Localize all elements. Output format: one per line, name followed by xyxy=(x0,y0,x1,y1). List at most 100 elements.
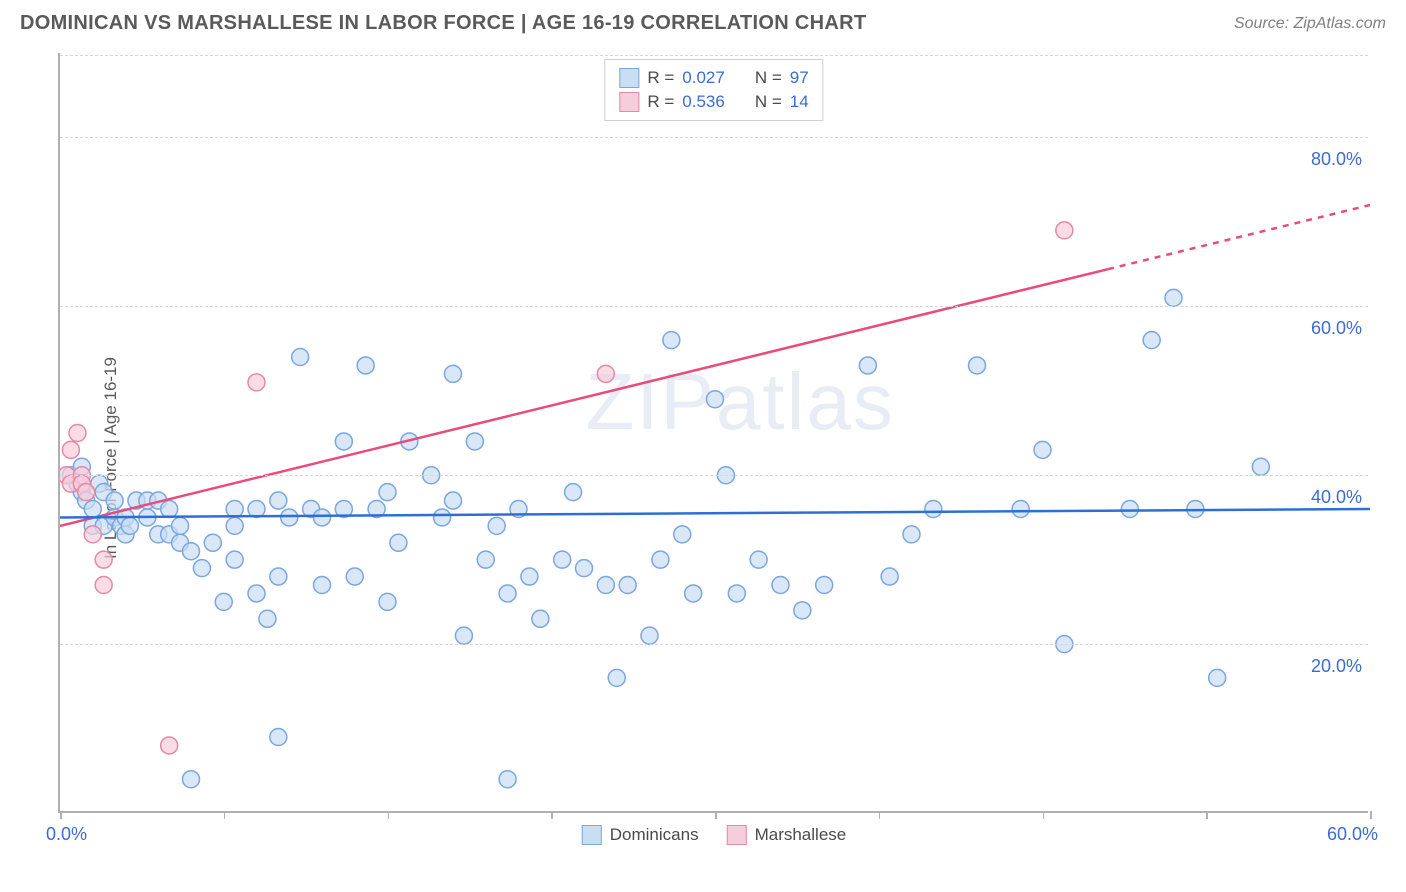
legend-swatch xyxy=(727,825,747,845)
data-point xyxy=(772,577,789,594)
x-tick xyxy=(1370,811,1372,819)
data-point xyxy=(532,610,549,627)
data-point xyxy=(455,627,472,644)
data-point xyxy=(750,551,767,568)
data-point xyxy=(1209,669,1226,686)
data-point xyxy=(95,577,112,594)
x-tick-label-last: 60.0% xyxy=(1327,824,1378,845)
data-point xyxy=(674,526,691,543)
trend-line-dashed xyxy=(1108,205,1370,269)
data-point xyxy=(1034,441,1051,458)
gridline-horizontal xyxy=(60,137,1368,138)
data-point xyxy=(499,771,516,788)
source-label: Source: ZipAtlas.com xyxy=(1234,15,1386,33)
data-point xyxy=(84,526,101,543)
data-point xyxy=(314,509,331,526)
data-point xyxy=(390,534,407,551)
x-tick xyxy=(551,811,553,819)
data-point xyxy=(69,425,86,442)
y-tick-label: 40.0% xyxy=(1311,487,1362,508)
data-point xyxy=(608,669,625,686)
data-point xyxy=(1121,501,1138,518)
data-point xyxy=(565,484,582,501)
data-point xyxy=(652,551,669,568)
data-point xyxy=(445,492,462,509)
data-point xyxy=(215,593,232,610)
data-point xyxy=(379,593,396,610)
data-point xyxy=(314,577,331,594)
chart-container: In Labor Force | Age 16-19 ZIPatlas 0.0%… xyxy=(20,43,1386,873)
data-point xyxy=(259,610,276,627)
gridline-horizontal xyxy=(60,475,1368,476)
data-point xyxy=(204,534,221,551)
data-point xyxy=(434,509,451,526)
data-point xyxy=(270,568,287,585)
data-point xyxy=(193,560,210,577)
data-point xyxy=(346,568,363,585)
data-point xyxy=(816,577,833,594)
plot-area: ZIPatlas 0.0% 60.0% R =0.027N =97R =0.53… xyxy=(58,53,1368,813)
data-point xyxy=(1056,222,1073,239)
legend-label: Marshallese xyxy=(755,825,847,845)
data-point xyxy=(248,585,265,602)
data-point xyxy=(1252,458,1269,475)
y-tick-label: 80.0% xyxy=(1311,149,1362,170)
data-point xyxy=(466,433,483,450)
x-tick xyxy=(388,811,390,819)
data-point xyxy=(554,551,571,568)
data-point xyxy=(183,771,200,788)
gridline-horizontal xyxy=(60,644,1368,645)
x-tick xyxy=(1043,811,1045,819)
x-tick xyxy=(224,811,226,819)
data-point xyxy=(121,517,138,534)
data-point xyxy=(663,332,680,349)
trend-line xyxy=(60,269,1108,526)
data-point xyxy=(597,577,614,594)
data-point xyxy=(728,585,745,602)
legend-swatch xyxy=(582,825,602,845)
data-point xyxy=(248,374,265,391)
legend-item: Marshallese xyxy=(727,825,847,845)
data-point xyxy=(226,551,243,568)
data-point xyxy=(969,357,986,374)
data-point xyxy=(292,349,309,366)
data-point xyxy=(161,737,178,754)
data-point xyxy=(95,551,112,568)
x-tick xyxy=(879,811,881,819)
data-point xyxy=(172,517,189,534)
y-tick-label: 60.0% xyxy=(1311,318,1362,339)
data-point xyxy=(925,501,942,518)
x-tick xyxy=(1206,811,1208,819)
data-point xyxy=(685,585,702,602)
legend-label: Dominicans xyxy=(610,825,699,845)
data-point xyxy=(335,433,352,450)
data-point xyxy=(183,543,200,560)
data-point xyxy=(903,526,920,543)
legend-item: Dominicans xyxy=(582,825,699,845)
data-point xyxy=(576,560,593,577)
data-point xyxy=(1165,289,1182,306)
data-point xyxy=(226,501,243,518)
data-point xyxy=(161,501,178,518)
data-point xyxy=(619,577,636,594)
data-point xyxy=(226,517,243,534)
data-point xyxy=(357,357,374,374)
data-point xyxy=(1012,501,1029,518)
data-point xyxy=(62,441,79,458)
data-point xyxy=(641,627,658,644)
data-point xyxy=(707,391,724,408)
data-point xyxy=(84,501,101,518)
data-point xyxy=(445,365,462,382)
gridline-horizontal xyxy=(60,55,1368,56)
gridline-horizontal xyxy=(60,306,1368,307)
data-point xyxy=(106,492,123,509)
x-tick xyxy=(715,811,717,819)
data-point xyxy=(281,509,298,526)
data-point xyxy=(794,602,811,619)
x-tick xyxy=(60,811,62,819)
y-tick-label: 20.0% xyxy=(1311,656,1362,677)
data-point xyxy=(270,492,287,509)
data-point xyxy=(499,585,516,602)
x-tick-label-first: 0.0% xyxy=(46,824,87,845)
data-point xyxy=(521,568,538,585)
